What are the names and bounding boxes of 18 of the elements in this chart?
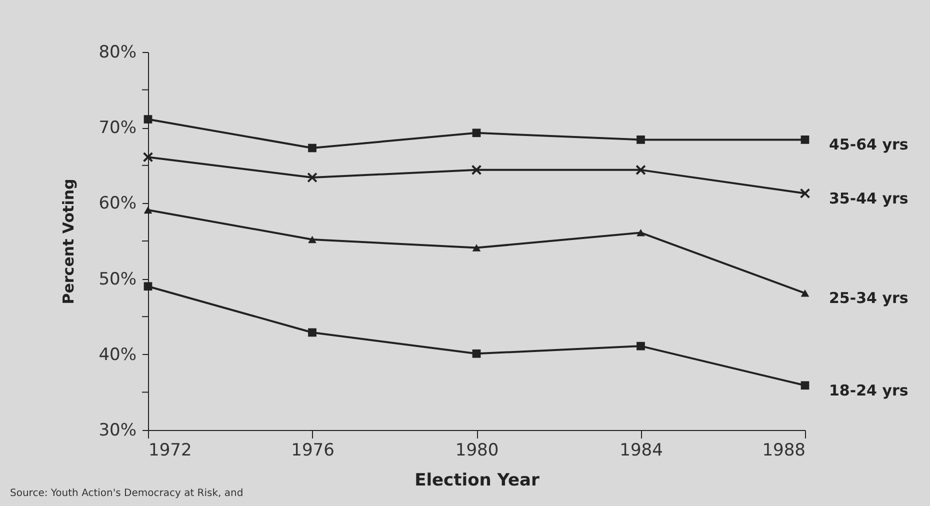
y-tick-label: 60%	[98, 194, 136, 214]
series-label: 25-34 yrs	[829, 289, 908, 308]
y-tick-label: 70%	[98, 118, 136, 138]
y-tick-label: 80%	[98, 42, 136, 62]
x-tick-label: 1972	[148, 440, 192, 460]
series-label: 18-24 yrs	[829, 381, 908, 400]
y-axis-title: Percent Voting	[60, 178, 78, 304]
series-label: 35-44 yrs	[829, 189, 908, 208]
x-tick-label: 1980	[455, 440, 499, 460]
y-tick-label: 40%	[98, 344, 136, 365]
series-label: 45-64 yrs	[829, 136, 908, 154]
y-tick-label: 30%	[98, 420, 136, 440]
y-tick-label: 50%	[98, 269, 136, 290]
x-tick-label: 1988	[762, 440, 806, 460]
x-tick-label: 1976	[291, 440, 334, 460]
x-tick-label: 1984	[620, 440, 663, 460]
source-note: Source: Youth Action's Democracy at Risk, and	[10, 488, 244, 499]
x-axis-title: Election Year	[414, 470, 540, 490]
